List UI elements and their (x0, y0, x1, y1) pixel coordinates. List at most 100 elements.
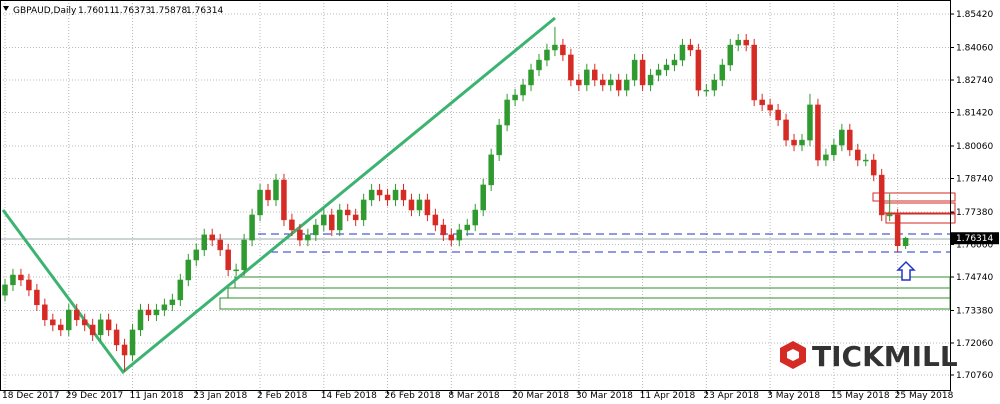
candle-body (193, 249, 200, 261)
x-tick-label: 23 Apr 2018 (703, 391, 759, 400)
candle-body (10, 274, 16, 286)
candle-body (743, 39, 749, 46)
candle-body (241, 239, 247, 271)
candle-body (711, 79, 718, 91)
candle-body (201, 234, 207, 251)
candle-body (352, 214, 359, 221)
y-tick-label: 1.84060 (956, 44, 993, 54)
last-price-box (951, 232, 999, 245)
candle-body (169, 299, 176, 306)
candle-body (257, 189, 263, 216)
candle-body (376, 189, 383, 196)
candle-body (663, 64, 670, 71)
support-zone (234, 276, 951, 289)
candle-body (735, 39, 741, 46)
candle-body (504, 99, 510, 126)
candle-body (855, 149, 861, 161)
y-tick-label: 1.81420 (956, 109, 993, 119)
candle-body (66, 309, 72, 331)
y-tick-label: 1.73380 (956, 306, 993, 316)
annotations (0, 16, 956, 375)
logo: TICKMILL (780, 340, 958, 373)
candle-body (807, 104, 813, 141)
trend-line (1, 16, 556, 375)
candle-body (464, 224, 471, 231)
candle-body (97, 319, 104, 336)
header-open: 1.76011 (78, 6, 115, 16)
x-tick-label: 14 Feb 2018 (321, 391, 377, 400)
candle-body (185, 259, 192, 281)
header-high: 1.76373 (114, 6, 151, 16)
candle-body (536, 59, 542, 71)
candle-body (584, 69, 590, 86)
candle-body (58, 324, 64, 331)
candle-body (679, 44, 686, 61)
candle-body (480, 184, 486, 211)
x-tick-label: 15 May 2018 (831, 391, 890, 400)
candle-body (121, 344, 128, 356)
x-tick-label: 30 Mar 2018 (576, 391, 633, 400)
candle-body (544, 49, 550, 61)
candle-body (791, 139, 797, 146)
candle-body (177, 279, 184, 301)
candle-body (400, 189, 407, 201)
candle-body (671, 59, 678, 66)
candle-body (225, 249, 231, 271)
plot-frame (0, 0, 951, 391)
candle-body (432, 214, 439, 226)
candle-body (249, 214, 255, 241)
candle-body (823, 154, 829, 161)
candle-body (783, 119, 789, 141)
candle-body (336, 209, 343, 231)
support-zone (227, 287, 951, 299)
candle-body (751, 44, 757, 101)
candle-body (297, 229, 303, 241)
candle-body (456, 229, 463, 241)
candle-body (727, 44, 734, 66)
y-tick-label: 1.70760 (956, 371, 993, 381)
x-tick-label: 8 Mar 2018 (448, 391, 500, 400)
candle-body (759, 99, 765, 106)
candle-body (2, 284, 8, 296)
x-tick-label: 3 May 2018 (767, 391, 820, 400)
candle-body (424, 199, 431, 216)
candle-body (408, 199, 415, 211)
candle-body (631, 59, 638, 81)
candle-body (360, 199, 367, 221)
candle-body (615, 79, 622, 91)
candle-body (647, 74, 654, 86)
candle-body (655, 69, 662, 76)
candle-body (233, 269, 239, 272)
candle-body (472, 209, 478, 226)
candle-body (560, 44, 566, 56)
x-tick-label: 18 Dec 2017 (2, 391, 60, 400)
candle-body (639, 59, 646, 86)
grid-layer (0, 0, 950, 390)
candle-body (894, 214, 901, 246)
resistance-zone (872, 192, 956, 202)
candle-body (281, 179, 287, 221)
candle-body (34, 289, 40, 306)
y-tick-label: 1.82740 (956, 76, 993, 86)
candle-body (695, 49, 702, 91)
y-tick-label: 1.80060 (956, 142, 993, 152)
candle-body (113, 329, 120, 346)
candle-body (815, 104, 821, 161)
candle-body (145, 309, 152, 316)
candle-body (289, 219, 295, 231)
candle-body (886, 214, 893, 217)
candle-body (89, 324, 96, 336)
candle-body (847, 129, 853, 151)
candle-body (26, 279, 32, 291)
candle-body (767, 104, 773, 111)
candle-body (368, 189, 375, 201)
candle-body (687, 44, 694, 51)
y-tick-label: 1.76060 (956, 240, 993, 250)
candle-body (18, 274, 24, 281)
candle-body (512, 94, 518, 101)
candle-body (719, 64, 726, 81)
candle-body (799, 139, 805, 146)
candle-body (137, 309, 144, 331)
x-tick-label: 11 Apr 2018 (640, 391, 696, 400)
